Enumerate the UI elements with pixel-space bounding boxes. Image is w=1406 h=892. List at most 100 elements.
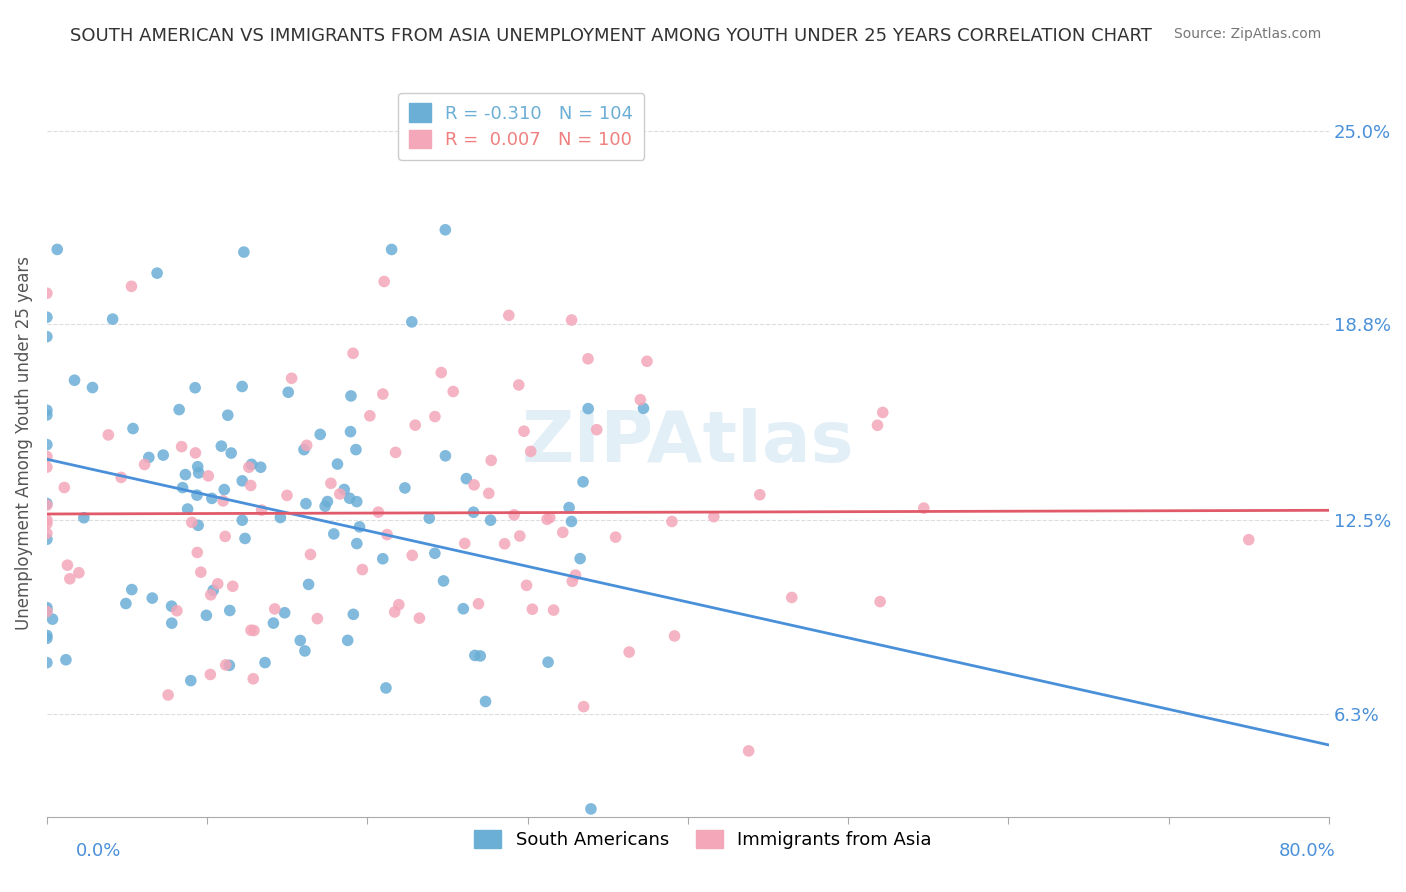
Point xyxy=(292,442,315,457)
Point xyxy=(479,513,502,527)
Point xyxy=(309,427,332,442)
Point xyxy=(41,612,63,626)
Point xyxy=(617,645,640,659)
Point xyxy=(423,409,446,424)
Point xyxy=(56,558,79,573)
Point xyxy=(217,408,239,422)
Point xyxy=(212,483,235,497)
Point xyxy=(572,475,595,489)
Point xyxy=(474,694,496,708)
Point xyxy=(519,444,541,458)
Point xyxy=(605,530,627,544)
Point xyxy=(538,510,561,524)
Point xyxy=(319,476,342,491)
Point xyxy=(35,460,58,475)
Point xyxy=(202,583,225,598)
Point xyxy=(240,623,263,637)
Point xyxy=(209,439,232,453)
Point xyxy=(467,597,489,611)
Point xyxy=(219,446,242,460)
Point xyxy=(239,478,262,492)
Point xyxy=(262,616,284,631)
Point xyxy=(664,629,686,643)
Point xyxy=(121,582,143,597)
Point xyxy=(240,458,263,472)
Point xyxy=(295,497,318,511)
Point xyxy=(561,313,583,327)
Point xyxy=(120,279,142,293)
Point xyxy=(636,354,658,368)
Point xyxy=(307,612,329,626)
Text: ZIPAtlas: ZIPAtlas xyxy=(522,408,855,477)
Point xyxy=(464,648,486,663)
Point xyxy=(138,450,160,465)
Point xyxy=(408,611,430,625)
Point xyxy=(297,577,319,591)
Point xyxy=(166,604,188,618)
Point xyxy=(263,602,285,616)
Point xyxy=(212,494,235,508)
Point xyxy=(184,381,207,395)
Point xyxy=(35,403,58,417)
Point xyxy=(186,488,208,502)
Point xyxy=(346,494,368,508)
Point xyxy=(333,483,356,497)
Point xyxy=(375,527,398,541)
Point xyxy=(35,329,58,343)
Point xyxy=(35,516,58,531)
Point xyxy=(35,408,58,422)
Point xyxy=(35,604,58,618)
Point xyxy=(180,516,202,530)
Point xyxy=(463,478,485,492)
Point xyxy=(167,402,190,417)
Point xyxy=(82,380,104,394)
Point xyxy=(35,656,58,670)
Point xyxy=(551,525,574,540)
Point xyxy=(186,545,208,559)
Point xyxy=(200,667,222,681)
Point xyxy=(35,496,58,510)
Point xyxy=(558,500,581,515)
Point xyxy=(231,379,253,393)
Point xyxy=(176,502,198,516)
Point xyxy=(63,373,86,387)
Point xyxy=(367,505,389,519)
Point xyxy=(180,673,202,688)
Point xyxy=(35,437,58,451)
Point xyxy=(478,486,501,500)
Point xyxy=(423,546,446,560)
Point xyxy=(572,699,595,714)
Point xyxy=(141,591,163,605)
Point xyxy=(190,565,212,579)
Point xyxy=(371,551,394,566)
Point xyxy=(322,527,344,541)
Point xyxy=(280,371,302,385)
Point xyxy=(122,421,145,435)
Legend: R = -0.310   N = 104, R =  0.007   N = 100: R = -0.310 N = 104, R = 0.007 N = 100 xyxy=(398,93,644,160)
Legend: South Americans, Immigrants from Asia: South Americans, Immigrants from Asia xyxy=(467,822,939,856)
Point xyxy=(242,672,264,686)
Point xyxy=(508,378,530,392)
Point xyxy=(434,449,457,463)
Point xyxy=(1237,533,1260,547)
Point xyxy=(218,658,240,673)
Point xyxy=(346,536,368,550)
Point xyxy=(543,603,565,617)
Point xyxy=(503,508,526,522)
Point xyxy=(238,460,260,475)
Point xyxy=(35,628,58,642)
Point xyxy=(371,387,394,401)
Point xyxy=(174,467,197,482)
Point xyxy=(456,472,478,486)
Point xyxy=(381,243,404,257)
Point xyxy=(564,568,586,582)
Point xyxy=(316,494,339,508)
Point xyxy=(384,605,406,619)
Point xyxy=(748,488,770,502)
Point xyxy=(359,409,381,423)
Point xyxy=(35,286,58,301)
Text: Source: ZipAtlas.com: Source: ZipAtlas.com xyxy=(1174,27,1322,41)
Point xyxy=(146,266,169,280)
Point xyxy=(536,512,558,526)
Point xyxy=(339,425,361,439)
